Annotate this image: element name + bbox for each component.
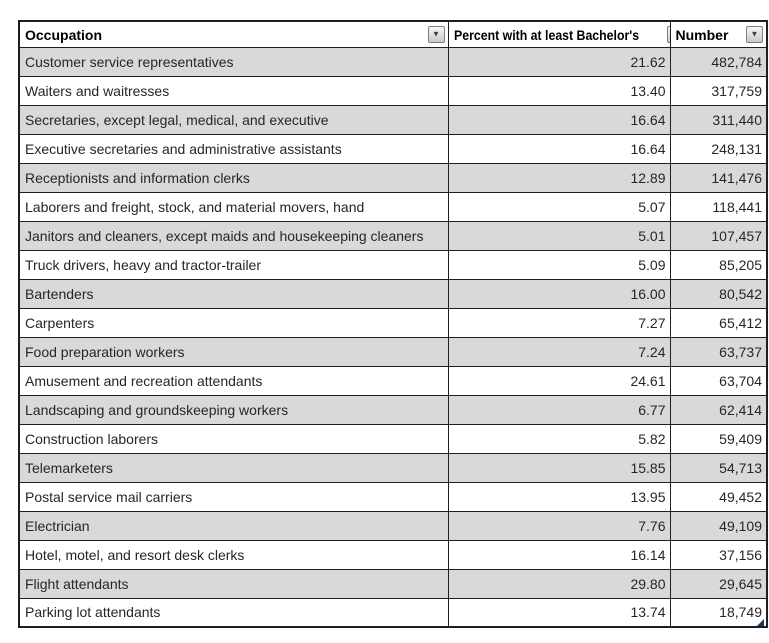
filter-button-percent[interactable]: ▼	[666, 25, 669, 43]
cell-occupation[interactable]: Bartenders	[18, 278, 449, 309]
table-row: Telemarketers 15.85 54,713	[18, 452, 768, 483]
cell-occupation[interactable]: Janitors and cleaners, except maids and …	[18, 220, 449, 251]
cell-number[interactable]: 85,205	[669, 249, 768, 280]
header-row: Occupation ▼ Percent with at least Bache…	[18, 20, 768, 48]
cell-percent[interactable]: 5.07	[447, 191, 671, 222]
table-row: Truck drivers, heavy and tractor-trailer…	[18, 249, 768, 280]
excel-table: Occupation ▼ Percent with at least Bache…	[18, 20, 768, 628]
filter-button-occupation[interactable]: ▼	[427, 25, 445, 43]
cell-occupation[interactable]: Executive secretaries and administrative…	[18, 133, 449, 164]
table-resize-handle[interactable]	[757, 619, 764, 626]
header-occupation[interactable]: Occupation ▼	[18, 20, 449, 48]
header-occupation-label: Occupation	[25, 26, 103, 43]
cell-occupation[interactable]: Waiters and waitresses	[18, 75, 449, 106]
cell-percent[interactable]: 5.01	[447, 220, 671, 251]
cell-percent[interactable]: 15.85	[447, 452, 671, 483]
cell-percent[interactable]: 21.62	[447, 46, 671, 77]
table-row: Secretaries, except legal, medical, and …	[18, 104, 768, 135]
cell-percent[interactable]: 5.82	[447, 423, 671, 454]
cell-occupation[interactable]: Laborers and freight, stock, and materia…	[18, 191, 449, 222]
table-row: Waiters and waitresses 13.40 317,759	[18, 75, 768, 106]
cell-percent[interactable]: 13.74	[447, 597, 671, 628]
cell-percent[interactable]: 13.95	[447, 481, 671, 512]
cell-number[interactable]: 107,457	[669, 220, 768, 251]
table-row: Construction laborers 5.82 59,409	[18, 423, 768, 454]
cell-number[interactable]: 482,784	[669, 46, 768, 77]
cell-percent[interactable]: 12.89	[447, 162, 671, 193]
data-table: Occupation ▼ Percent with at least Bache…	[18, 20, 768, 628]
filter-button-number[interactable]: ▼	[746, 25, 763, 43]
header-percent-bachelors[interactable]: Percent with at least Bachelor's ▼	[447, 20, 671, 48]
cell-occupation[interactable]: Parking lot attendants	[18, 597, 449, 628]
cell-number[interactable]: 118,441	[669, 191, 768, 222]
cell-number[interactable]: 248,131	[669, 133, 768, 164]
cell-occupation[interactable]: Amusement and recreation attendants	[18, 365, 449, 396]
cell-occupation[interactable]: Hotel, motel, and resort desk clerks	[18, 539, 449, 570]
cell-percent[interactable]: 7.24	[447, 336, 671, 367]
cell-occupation[interactable]: Flight attendants	[18, 568, 449, 599]
cell-number[interactable]: 65,412	[669, 307, 768, 338]
table-row: Customer service representatives 21.62 4…	[18, 46, 768, 77]
cell-percent[interactable]: 6.77	[447, 394, 671, 425]
cell-occupation[interactable]: Electrician	[18, 510, 449, 541]
table-row: Carpenters 7.27 65,412	[18, 307, 768, 338]
cell-number[interactable]: 18,749	[669, 597, 768, 628]
cell-number[interactable]: 62,414	[669, 394, 768, 425]
cell-percent[interactable]: 7.76	[447, 510, 671, 541]
cell-number[interactable]: 63,737	[669, 336, 768, 367]
table-row: Electrician 7.76 49,109	[18, 510, 768, 541]
cell-occupation[interactable]: Customer service representatives	[18, 46, 449, 77]
cell-occupation[interactable]: Postal service mail carriers	[18, 481, 449, 512]
cell-number[interactable]: 49,452	[669, 481, 768, 512]
table-row: Food preparation workers 7.24 63,737	[18, 336, 768, 367]
cell-number[interactable]: 54,713	[669, 452, 768, 483]
cell-occupation[interactable]: Truck drivers, heavy and tractor-trailer	[18, 249, 449, 280]
cell-percent[interactable]: 16.64	[447, 104, 671, 135]
cell-percent[interactable]: 13.40	[447, 75, 671, 106]
cell-occupation[interactable]: Food preparation workers	[18, 336, 449, 367]
cell-number[interactable]: 141,476	[669, 162, 768, 193]
header-number[interactable]: Number ▼	[669, 20, 768, 48]
cell-occupation[interactable]: Carpenters	[18, 307, 449, 338]
cell-number[interactable]: 311,440	[669, 104, 768, 135]
cell-percent[interactable]: 29.80	[447, 568, 671, 599]
cell-percent[interactable]: 16.00	[447, 278, 671, 309]
cell-number[interactable]: 59,409	[669, 423, 768, 454]
table-row: Executive secretaries and administrative…	[18, 133, 768, 164]
header-percent-bachelors-label: Percent with at least Bachelor's	[453, 26, 639, 43]
cell-occupation[interactable]: Landscaping and groundskeeping workers	[18, 394, 449, 425]
cell-number[interactable]: 37,156	[669, 539, 768, 570]
cell-occupation[interactable]: Receptionists and information clerks	[18, 162, 449, 193]
table-row: Parking lot attendants 13.74 18,749	[18, 597, 768, 628]
cell-percent[interactable]: 24.61	[447, 365, 671, 396]
cell-percent[interactable]: 16.14	[447, 539, 671, 570]
table-row: Postal service mail carriers 13.95 49,45…	[18, 481, 768, 512]
table-row: Bartenders 16.00 80,542	[18, 278, 768, 309]
cell-percent[interactable]: 5.09	[447, 249, 671, 280]
cell-occupation[interactable]: Telemarketers	[18, 452, 449, 483]
table-body: Customer service representatives 21.62 4…	[18, 46, 768, 628]
chevron-down-icon: ▼	[432, 29, 440, 39]
table-row: Flight attendants 29.80 29,645	[18, 568, 768, 599]
chevron-down-icon: ▼	[750, 29, 759, 39]
table-row: Receptionists and information clerks 12.…	[18, 162, 768, 193]
table-row: Landscaping and groundskeeping workers 6…	[18, 394, 768, 425]
cell-number[interactable]: 317,759	[669, 75, 768, 106]
cell-occupation[interactable]: Secretaries, except legal, medical, and …	[18, 104, 449, 135]
header-number-label: Number	[675, 26, 729, 43]
table-row: Amusement and recreation attendants 24.6…	[18, 365, 768, 396]
table-row: Janitors and cleaners, except maids and …	[18, 220, 768, 251]
cell-number[interactable]: 63,704	[669, 365, 768, 396]
cell-occupation[interactable]: Construction laborers	[18, 423, 449, 454]
cell-number[interactable]: 49,109	[669, 510, 768, 541]
cell-percent[interactable]: 7.27	[447, 307, 671, 338]
cell-percent[interactable]: 16.64	[447, 133, 671, 164]
cell-number[interactable]: 29,645	[669, 568, 768, 599]
table-row: Hotel, motel, and resort desk clerks 16.…	[18, 539, 768, 570]
table-row: Laborers and freight, stock, and materia…	[18, 191, 768, 222]
cell-number[interactable]: 80,542	[669, 278, 768, 309]
